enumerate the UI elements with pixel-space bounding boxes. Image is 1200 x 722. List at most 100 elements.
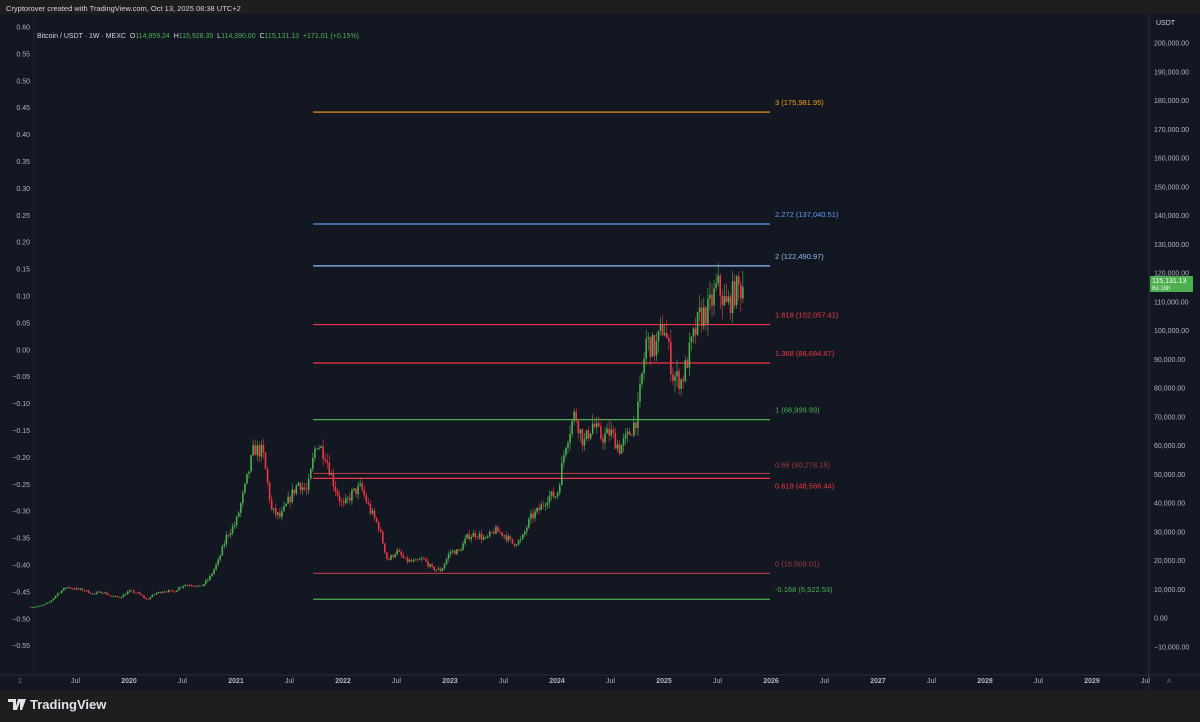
candle-body xyxy=(359,483,361,486)
price-chart[interactable]: 200,000.00 190,000.00 180,000.00 170,000.00… xyxy=(0,14,1200,690)
candle-body xyxy=(316,448,318,450)
candle-body xyxy=(110,595,112,597)
candle-body xyxy=(303,487,306,490)
left-axis-tick: 0.10 xyxy=(16,294,30,301)
candle-body xyxy=(517,540,520,545)
close-value: 115,131.13 xyxy=(264,33,300,40)
x-axis-tick: 2027 xyxy=(870,678,886,685)
left-axis-tick: −0.30 xyxy=(12,509,30,516)
candle-body xyxy=(486,536,489,538)
candle-body xyxy=(544,505,547,507)
candle-body xyxy=(618,444,621,454)
candle-body xyxy=(470,536,473,540)
left-axis-tick: −0.55 xyxy=(12,643,30,650)
candle-body xyxy=(262,444,265,453)
candle-body xyxy=(435,569,438,571)
candle-body xyxy=(725,296,728,303)
candle-body xyxy=(371,510,374,514)
candle-body xyxy=(268,482,271,500)
auto-scale-button[interactable]: A xyxy=(1167,679,1171,685)
candle-body xyxy=(579,429,582,434)
candle-body xyxy=(124,594,127,596)
candle-body xyxy=(484,537,487,538)
candle-body xyxy=(69,587,71,589)
candle-body xyxy=(293,489,296,494)
chart-panel[interactable]: 200,000.00 190,000.00 180,000.00 170,000.00… xyxy=(0,14,1200,690)
candle-body xyxy=(351,490,353,501)
candle-body xyxy=(301,487,304,491)
candle-body xyxy=(332,473,335,487)
candle-body xyxy=(386,552,388,559)
candle-body xyxy=(412,560,415,562)
candle-body xyxy=(686,360,689,368)
candle-body xyxy=(523,531,526,535)
open-label: O xyxy=(129,33,136,40)
candle-body xyxy=(139,592,141,595)
candle-body xyxy=(357,485,359,495)
candle-body xyxy=(526,527,528,532)
candle-body xyxy=(186,585,189,587)
candle-body xyxy=(451,550,454,552)
candle-body xyxy=(75,588,77,590)
x-axis-tick: Jul xyxy=(713,678,722,685)
candle-body xyxy=(595,423,598,427)
candle-body xyxy=(58,593,61,594)
candle-body xyxy=(513,543,516,546)
fib-level-label: -0.168 (6,522.53) xyxy=(775,585,833,594)
candle-body xyxy=(663,333,666,336)
candle-body xyxy=(530,513,532,519)
left-axis-tick: 0.45 xyxy=(16,105,30,112)
left-axis-tick: 0.60 xyxy=(16,25,30,32)
candle-body xyxy=(106,592,108,595)
candle-body xyxy=(48,601,51,603)
candle-body xyxy=(608,428,610,436)
right-axis-tick: 180,000.00 xyxy=(1154,98,1189,105)
zoom-reset-button[interactable]: Z xyxy=(18,679,22,685)
candle-body xyxy=(180,587,182,589)
candle-body xyxy=(205,580,207,584)
candle-body xyxy=(433,566,436,571)
x-axis-tick: Jul xyxy=(285,678,294,685)
candle-body xyxy=(723,296,726,306)
symbol-name[interactable]: Bitcoin / USDT · 1W · MEXC xyxy=(37,33,126,40)
candle-body xyxy=(612,429,615,433)
candle-body xyxy=(151,594,154,598)
fib-level-label: 0.618 (48,566.44) xyxy=(775,481,835,490)
left-axis-tick: −0.25 xyxy=(12,482,30,489)
candle-body xyxy=(507,536,510,541)
candle-body xyxy=(715,283,717,289)
candle-body xyxy=(277,512,279,515)
candle-body xyxy=(414,559,417,561)
candle-body xyxy=(285,503,287,507)
right-axis-tick: 70,000.00 xyxy=(1154,414,1185,421)
candle-body xyxy=(511,538,514,544)
candle-body xyxy=(729,296,732,313)
candle-body xyxy=(488,531,491,537)
candle-body xyxy=(694,328,697,335)
candle-body xyxy=(626,431,629,435)
candle-body xyxy=(314,448,316,458)
candle-body xyxy=(468,533,471,540)
candle-body xyxy=(546,502,549,506)
x-axis-tick: 2020 xyxy=(121,678,137,685)
candle-body xyxy=(318,447,320,449)
right-axis-tick: 30,000.00 xyxy=(1154,529,1185,536)
left-axis-tick: 0.25 xyxy=(16,213,30,220)
right-axis-tick: 120,000.00 xyxy=(1154,271,1189,278)
candle-body xyxy=(122,594,125,598)
candle-body xyxy=(622,438,625,446)
candle-body xyxy=(93,593,96,595)
candle-body xyxy=(246,473,248,484)
candle-body xyxy=(281,511,283,517)
candle-body xyxy=(449,551,452,554)
candle-body xyxy=(678,371,680,389)
x-axis-tick: 2022 xyxy=(335,678,351,685)
candle-body xyxy=(390,555,392,560)
candle-body xyxy=(641,373,643,384)
candle-body xyxy=(649,337,652,357)
candle-body xyxy=(565,447,567,456)
candle-body xyxy=(567,442,569,448)
candle-body xyxy=(462,543,464,551)
candle-body xyxy=(711,294,713,306)
candle-body xyxy=(472,533,475,537)
